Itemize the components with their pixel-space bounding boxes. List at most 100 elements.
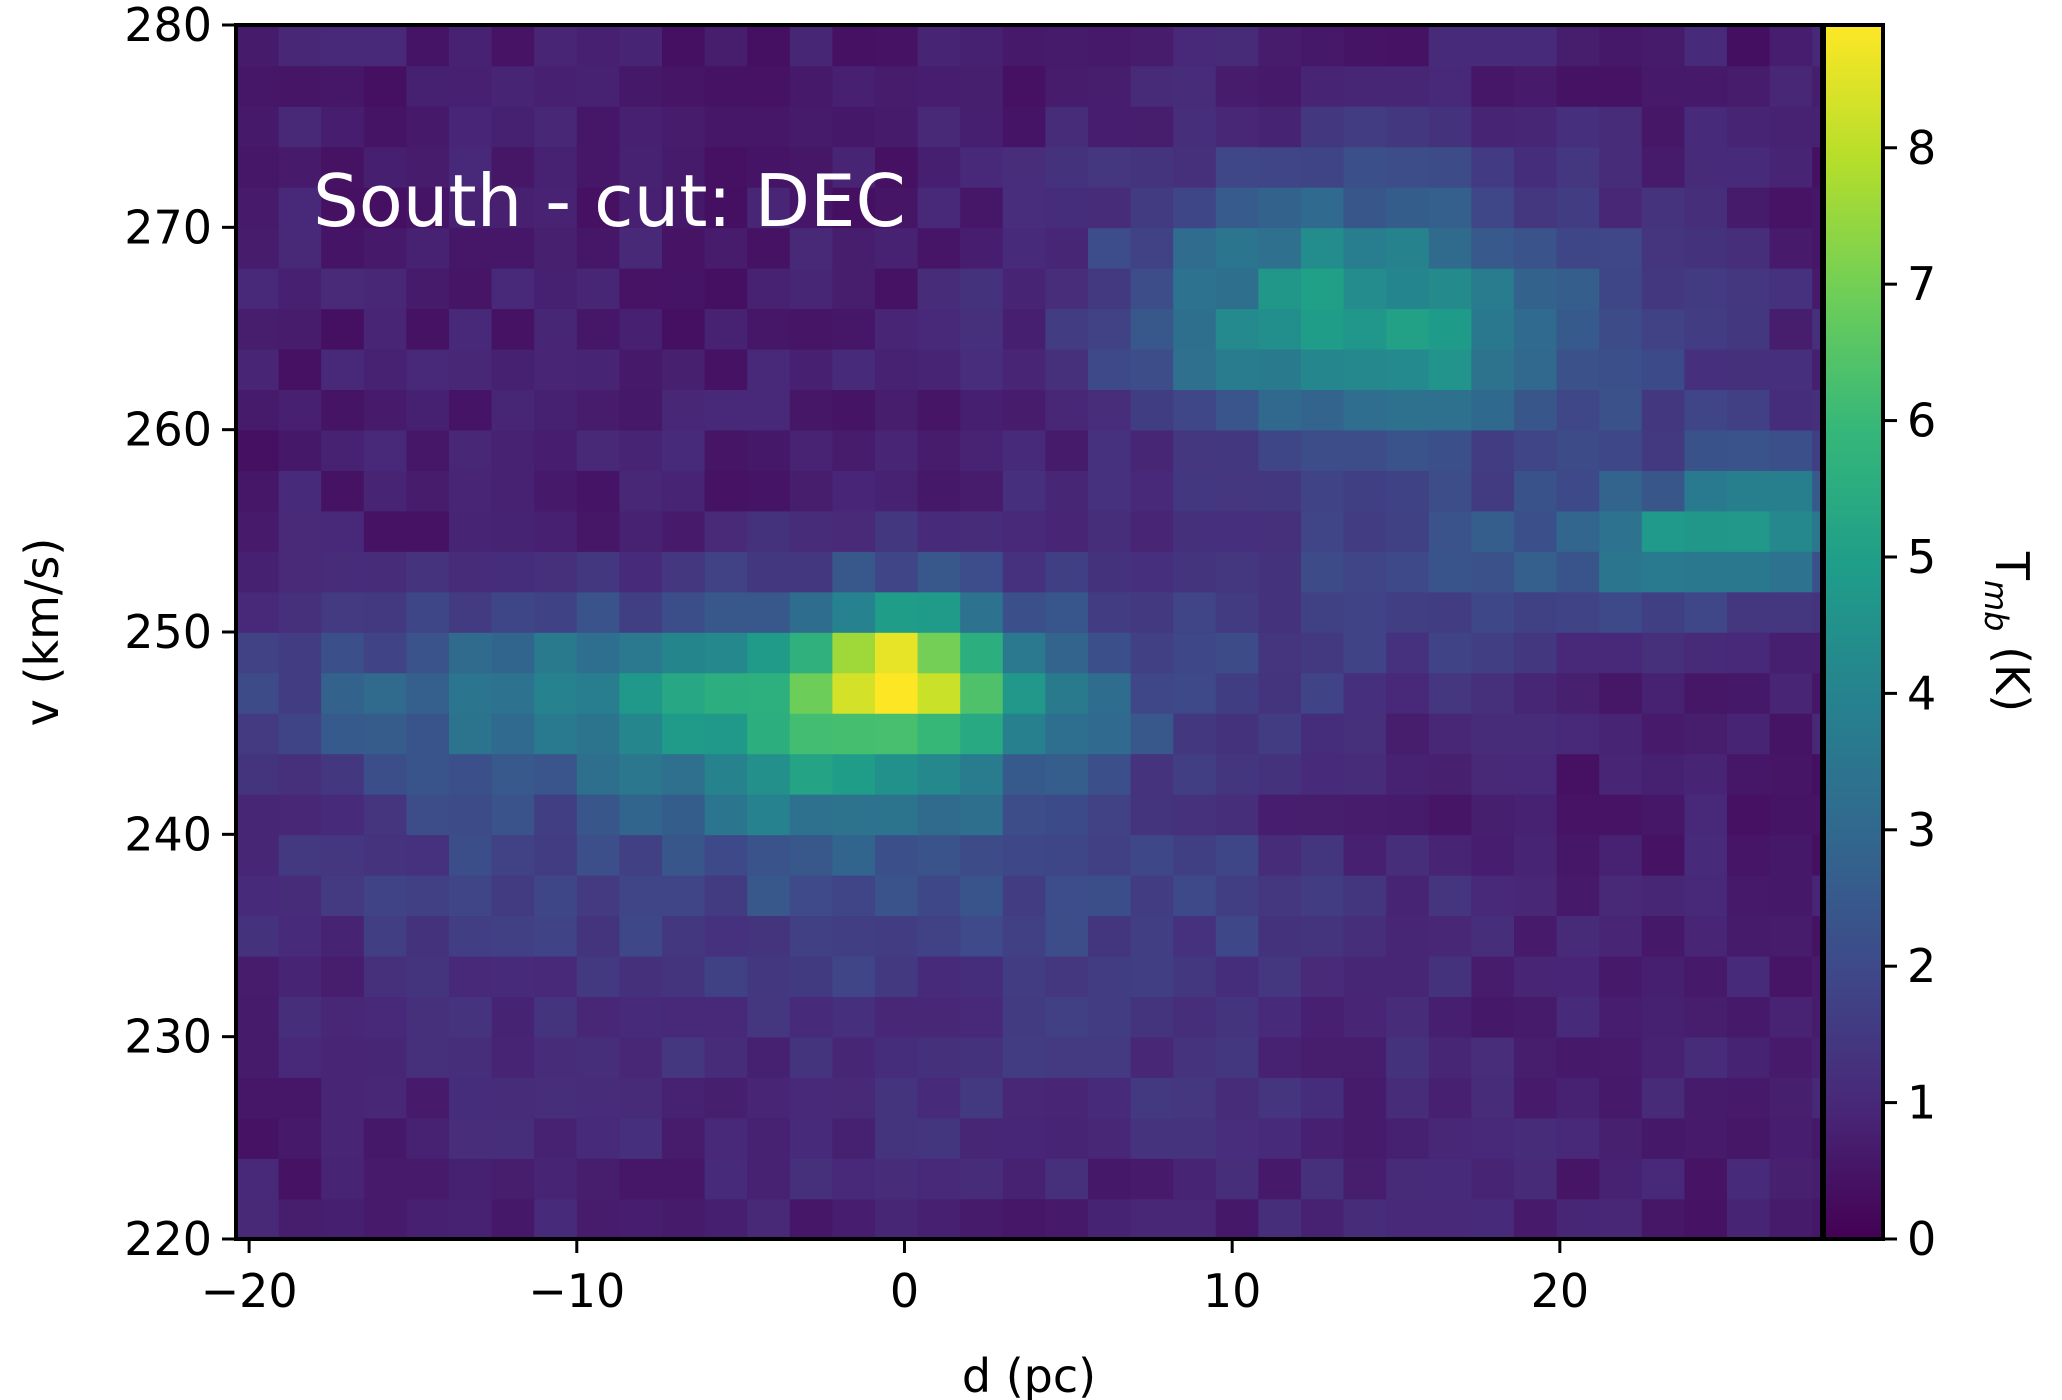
heatmap-cell [1343,632,1387,674]
heatmap-cell [576,591,621,633]
heatmap-cell [1386,996,1430,1038]
heatmap-cell [1258,510,1302,552]
heatmap-cell [619,65,663,107]
heatmap-cell [1087,429,1132,471]
heatmap-cell [1258,793,1302,836]
heatmap-cell [1300,146,1345,188]
heatmap-cell [406,672,450,714]
heatmap-cell [1769,105,1813,148]
heatmap-cell [534,793,578,836]
heatmap-cell [1173,227,1217,269]
heatmap-cell [789,915,834,957]
heatmap-cell [321,632,365,674]
heatmap-cell [917,429,961,471]
heatmap-cell [1556,591,1600,633]
heatmap-cell [1045,25,1089,67]
heatmap-cell [1215,389,1260,431]
heatmap-cell [1343,1036,1387,1078]
heatmap-cell [1343,25,1387,67]
heatmap-cell [917,632,961,674]
heatmap-cell [278,105,322,148]
heatmap-cell [236,793,280,836]
heatmap-cell [321,551,365,593]
x-axis-ticks: −20 −10 0 10 20 [201,1239,1590,1318]
heatmap-cell [449,996,493,1038]
heatmap-cell [406,267,450,310]
heatmap-cell [1087,793,1132,836]
heatmap-cell [1258,308,1302,350]
heatmap-cell [1556,955,1600,997]
heatmap-cell [1428,551,1473,593]
heatmap-cell [1726,591,1771,633]
heatmap-cell [1173,470,1217,512]
heatmap-cell [1812,672,1822,714]
heatmap-cell [1641,510,1686,552]
heatmap-cell [1130,1117,1174,1159]
heatmap-cell [619,267,663,310]
x-tick-label: 20 [1531,1264,1590,1318]
heatmap-cell [661,793,706,836]
heatmap-cell [1386,510,1430,552]
heatmap-cell [1258,672,1302,714]
heatmap-cell [449,551,493,593]
heatmap-cell [1684,591,1728,633]
heatmap-cell [1641,65,1686,107]
heatmap-cell [1045,470,1089,512]
y-tick-label: 260 [124,403,212,457]
heatmap-cell [832,551,876,593]
heatmap-cell [1641,1198,1686,1239]
heatmap-cell [1641,186,1686,229]
heatmap-cell [789,591,834,633]
heatmap-cell [406,591,450,633]
heatmap-cell [576,632,621,674]
heatmap-cell [321,308,365,350]
heatmap-cell [1769,996,1813,1038]
heatmap-cell [789,834,834,876]
heatmap-cell [236,591,280,633]
heatmap-cell [917,146,961,188]
heatmap-cell [1812,712,1822,755]
heatmap-cell [576,955,621,997]
heatmap-cell [1769,1077,1813,1119]
heatmap-cell [1343,308,1387,350]
heatmap-cell [1641,753,1686,795]
heatmap-cell [321,591,365,633]
heatmap-cell [491,389,535,431]
heatmap-cell [1726,105,1771,148]
heatmap-cell [1215,308,1260,350]
heatmap-cell [619,672,663,714]
y-tick-label: 230 [124,1010,212,1064]
heatmap-cell [1471,955,1515,997]
heatmap-cell [1045,146,1089,188]
heatmap-cell [534,429,578,471]
heatmap-cell [1599,712,1643,755]
heatmap-cell [321,186,365,229]
y-tick-label: 250 [124,605,212,659]
heatmap-cell [1641,429,1686,471]
heatmap-cell [1726,874,1771,917]
heatmap-cell [661,186,706,229]
colorbar-tick-label: 0 [1907,1212,1936,1266]
heatmap-cell [1087,955,1132,997]
heatmap-cell [1045,955,1089,997]
heatmap-cell [278,470,322,512]
heatmap-cell [406,793,450,836]
heatmap-cell [704,712,748,755]
heatmap-cell [1726,834,1771,876]
heatmap-cell [1215,1117,1260,1159]
heatmap-cell [491,429,535,471]
heatmap-cell [1173,753,1217,795]
heatmap-cell [960,308,1004,350]
heatmap-cell [236,389,280,431]
heatmap-cell [960,389,1004,431]
heatmap-cell [960,996,1004,1038]
heatmap-cell [576,551,621,593]
heatmap-cell [917,389,961,431]
heatmap-cell [704,753,748,795]
heatmap-cell [1343,753,1387,795]
heatmap-cell [1343,186,1387,229]
heatmap-cell [1684,793,1728,836]
heatmap-cell [1726,1036,1771,1078]
heatmap-cell [832,308,876,350]
